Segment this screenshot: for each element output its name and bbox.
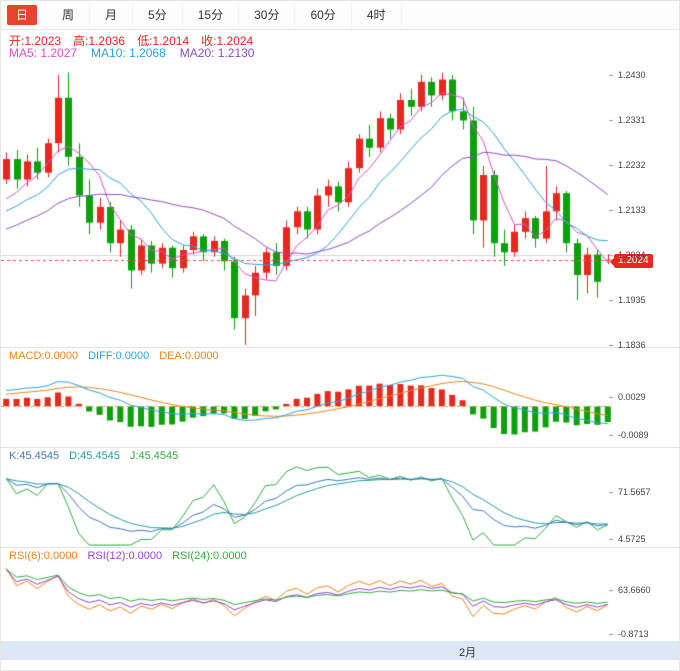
y-axis-tick-label: 1.2133 [618,205,646,215]
rsi-readout: RSI(6):0.0000 RSI(12):0.0000 RSI(24):0.000… [9,550,247,562]
macd-readout: MACD:0.0000 DIFF:0.0000 DEA:0.0000 [9,350,219,362]
ma-item: MA10: 1.2068 [91,46,166,60]
candlestick-chart[interactable] [1,59,613,346]
y-axis-tick-label: 1.2232 [618,160,646,170]
timeframe-tabbar: 日周月 5分 15分 30分 60分 4时 [1,1,679,30]
kdj-readout: K:45.4545 D:45.4545 J:45.4545 [9,450,178,462]
tab-日[interactable]: 日 [7,5,38,25]
tab-5分[interactable]: 5分 [133,1,183,29]
y-axis-tick-label: 4.5725 [618,534,646,544]
pane-divider [1,347,679,348]
y-axis-tick-label: 71.5657 [618,487,651,497]
pane-divider [1,547,679,548]
y-axis-tick-label: 1.2331 [618,115,646,125]
indicator-label: RSI(6):0.0000 [9,550,78,562]
kdj-chart[interactable] [1,466,613,546]
y-axis-tick-label: 1.2430 [618,70,646,80]
pane-divider [1,447,679,448]
y-axis-tick-label: 63.6660 [618,585,651,595]
macd-chart[interactable] [1,364,613,446]
tab-60分[interactable]: 60分 [295,1,352,29]
ma-item: MA5: 1.2027 [9,46,78,60]
y-axis-tick-label: 1.1836 [618,340,646,350]
y-axis-tick-label: 1.2034 [618,250,646,260]
ohlc-item: 高:1.2036 [73,34,126,48]
tab-30分[interactable]: 30分 [239,1,296,29]
indicator-label: RSI(12):0.0000 [87,550,163,562]
y-axis-tick-label: 1.1935 [618,295,646,305]
y-axis-tick-label: -0.0089 [618,430,649,441]
indicator-label: J:45.4545 [129,450,179,462]
tab-周[interactable]: 周 [47,1,91,29]
tab-15分[interactable]: 15分 [183,1,240,29]
ohlc-item: 收:1.2024 [201,34,254,48]
indicator-label: MACD:0.0000 [9,350,79,362]
current-price-tag: 1.2024 [610,253,653,268]
indicator-label: DIFF:0.0000 [88,350,150,362]
indicator-label: RSI(24):0.0000 [172,550,247,562]
ma-readout: MA5: 1.2027 MA10: 1.2068 MA20: 1.2130 [9,46,254,60]
x-axis: 2月 [1,641,679,660]
ohlc-readout: 开:1.2023 高:1.2036 低:1.2014 收:1.2024 [9,32,253,49]
y-axis-tick-label: 0.0029 [618,391,646,402]
tab-4时[interactable]: 4时 [352,1,402,29]
ohlc-item: 开:1.2023 [9,34,62,48]
y-axis-tick-label: -0.8713 [618,629,649,639]
indicator-label: K:45.4545 [9,450,60,462]
rsi-chart[interactable] [1,566,613,641]
ma-item: MA20: 1.2130 [179,46,255,60]
ohlc-item: 低:1.2014 [137,34,190,48]
indicator-label: D:45.4545 [69,450,120,462]
indicator-label: DEA:0.0000 [159,350,219,362]
tab-月[interactable]: 月 [90,1,134,29]
x-axis-label: 2月 [459,647,477,659]
